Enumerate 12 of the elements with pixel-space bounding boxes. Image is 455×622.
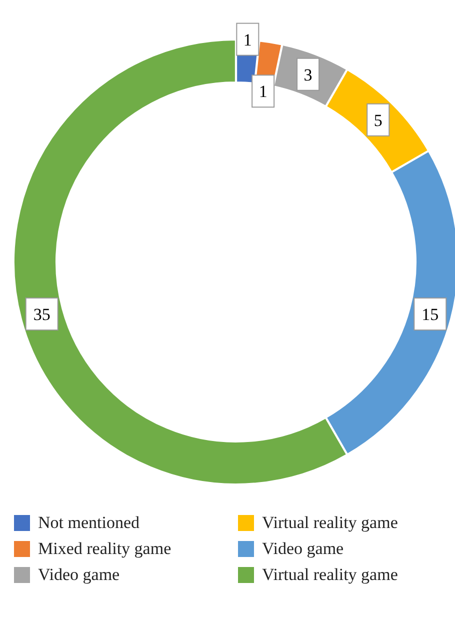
data-label: 1 (258, 82, 268, 102)
legend-label: Not mentioned (38, 513, 140, 532)
data-label: 35 (33, 305, 50, 324)
data-label: 15 (422, 305, 439, 324)
legend-label: Virtual reality game (262, 565, 398, 584)
legend-label: Virtual reality game (262, 513, 398, 532)
data-label: 1 (243, 30, 252, 50)
legend-label: Video game (38, 565, 120, 584)
data-label: 5 (374, 110, 382, 130)
legend-label: Video game (262, 539, 344, 558)
legend-label: Mixed reality game (38, 539, 172, 558)
data-label: 3 (304, 65, 312, 84)
